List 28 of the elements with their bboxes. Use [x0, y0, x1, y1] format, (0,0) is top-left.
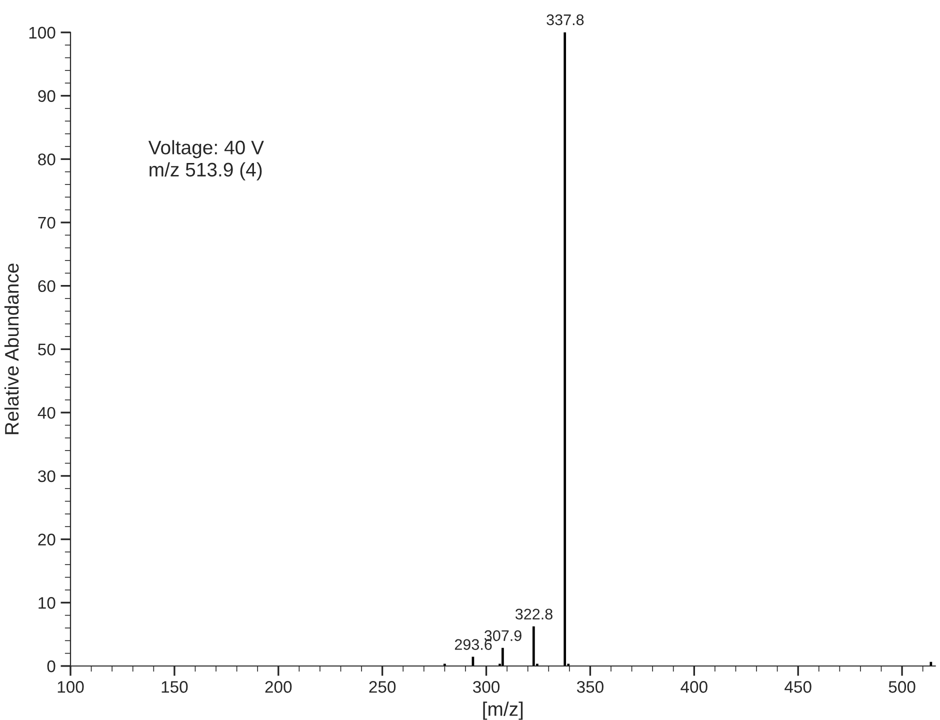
y-tick-label: 90 [38, 90, 56, 102]
y-tick-label: 0 [47, 660, 56, 672]
x-tick-label: 200 [265, 681, 292, 693]
annotation: 337.8 [546, 14, 584, 26]
x-tick-label: 150 [162, 681, 188, 693]
x-tick-label: 500 [888, 681, 916, 693]
annotation: 293.6 [454, 639, 492, 650]
annotation: 322.8 [515, 608, 552, 620]
x-axis-title: [m/z] [483, 702, 523, 720]
annotation: 307.9 [484, 630, 522, 642]
x-tick-label: 350 [576, 681, 604, 693]
y-tick-label: 10 [38, 597, 56, 609]
y-tick-label: 80 [38, 154, 56, 166]
y-tick-label: 100 [29, 26, 56, 39]
y-tick-label: 60 [38, 280, 56, 292]
y-tick-label: 30 [38, 470, 56, 482]
x-tick-label: 100 [58, 681, 84, 693]
x-tick-label: 450 [784, 681, 812, 693]
annotation: m/z 513.9 (4) [150, 162, 262, 180]
y-tick-label: 20 [38, 534, 56, 546]
x-tick-label: 250 [369, 681, 396, 693]
y-axis-title: Relative Abundance [4, 264, 19, 434]
y-tick-label: 70 [38, 216, 56, 229]
x-tick-label: 400 [680, 681, 708, 693]
y-tick-label: 50 [38, 344, 56, 356]
y-tick-label: 40 [38, 406, 56, 419]
x-tick-label: 300 [473, 681, 500, 693]
annotation: Voltage: 40 V [148, 140, 264, 158]
